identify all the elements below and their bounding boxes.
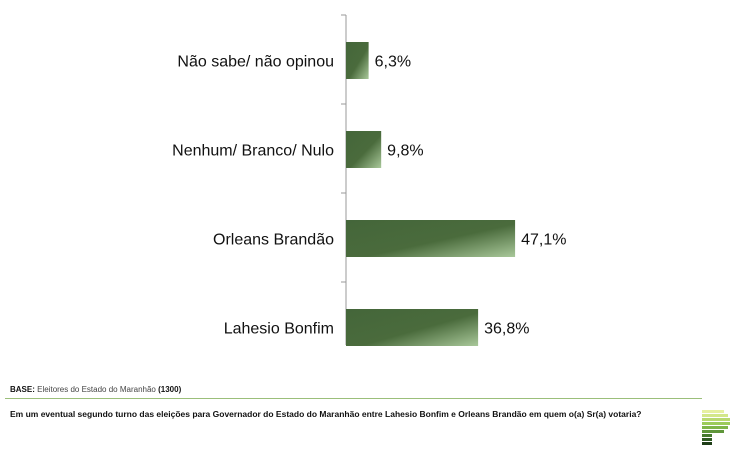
brand-logo xyxy=(702,410,730,445)
category-label: Nenhum/ Branco/ Nulo xyxy=(172,143,334,160)
data-label: 6,3% xyxy=(375,54,411,71)
bar-chart: Não sabe/ não opinou 6,3% Nenhum/ Branco/ … xyxy=(172,14,566,346)
bar xyxy=(346,309,479,346)
data-label: 9,8% xyxy=(387,143,423,160)
category-label: Lahesio Bonfim xyxy=(224,321,334,338)
base-count: (1300) xyxy=(158,385,182,394)
base-text: Eleitores do Estado do Maranhão xyxy=(37,385,156,394)
data-label: 36,8% xyxy=(484,321,529,338)
bar xyxy=(346,131,382,168)
base-label: BASE: xyxy=(10,385,35,394)
bar xyxy=(346,220,516,257)
base-note: BASE: Eleitores do Estado do Maranhão (1… xyxy=(10,385,181,394)
data-label: 47,1% xyxy=(521,232,566,249)
divider xyxy=(5,398,702,399)
survey-question: Em um eventual segundo turno das eleiçõe… xyxy=(10,409,642,419)
category-label: Orleans Brandão xyxy=(213,232,334,249)
category-label: Não sabe/ não opinou xyxy=(177,54,334,71)
bar xyxy=(346,42,369,79)
